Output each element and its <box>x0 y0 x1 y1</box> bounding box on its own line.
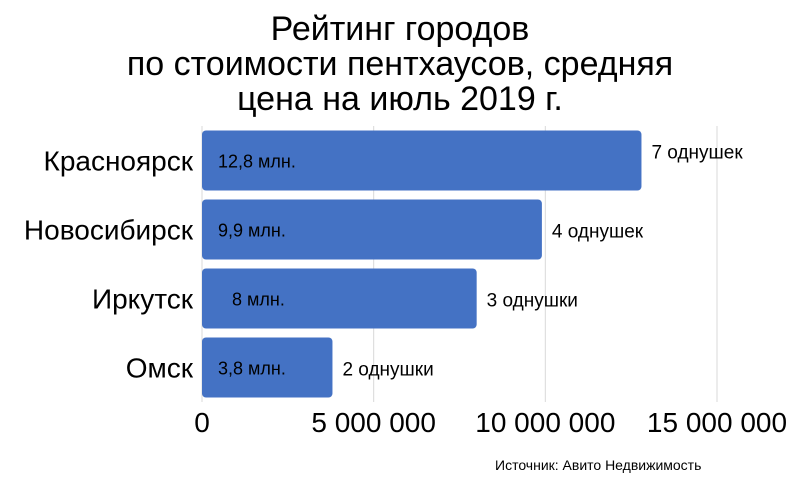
bar <box>202 337 333 398</box>
value-label: 12,8 млн. <box>218 152 296 172</box>
x-tick-label: 0 <box>194 407 210 438</box>
category-label: Омск <box>126 353 194 384</box>
annotation-label: 4 однушек <box>552 222 644 243</box>
chart-title-line-3: цена на июль 2019 г. <box>237 80 563 118</box>
chart-title-line-2: по стоимости пентхаусов, средняя <box>126 45 674 83</box>
x-tick-label: 15 000 000 <box>647 407 787 438</box>
value-label: 9,9 млн. <box>218 221 286 241</box>
category-label: Иркутск <box>92 284 194 315</box>
category-label: Новосибирск <box>24 215 194 246</box>
bar <box>202 199 542 260</box>
bar <box>202 130 642 191</box>
value-label: 8 млн. <box>232 290 285 310</box>
annotation-label: 7 однушек <box>651 143 743 164</box>
chart-title-line-1: Рейтинг городов <box>270 10 530 48</box>
bars <box>202 130 642 398</box>
source-note: Источник: Авито Недвижимость <box>495 457 702 473</box>
labels: 0 5 000 000 10 000 000 15 000 000 Красноярск… <box>24 143 787 439</box>
value-label: 3,8 млн. <box>218 359 286 379</box>
annotation-label: 2 однушки <box>342 360 433 381</box>
category-label: Красноярск <box>44 146 194 177</box>
bar <box>202 268 477 329</box>
annotation-label: 3 однушки <box>487 291 578 312</box>
x-tick-label: 5 000 000 <box>311 407 436 438</box>
x-tick-label: 10 000 000 <box>475 407 615 438</box>
chart-title: Рейтинг городов по стоимости пентхаусов,… <box>0 12 800 117</box>
